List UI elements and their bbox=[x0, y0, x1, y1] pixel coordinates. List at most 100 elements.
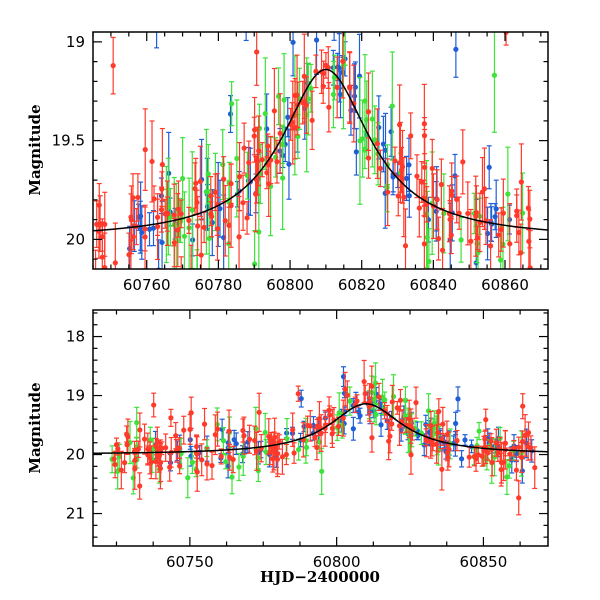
data-point-red bbox=[154, 439, 160, 445]
data-point-red bbox=[369, 435, 375, 441]
data-point-red bbox=[329, 431, 335, 437]
data-point-red bbox=[135, 194, 141, 201]
data-point-blue bbox=[298, 396, 304, 402]
data-point-green bbox=[280, 175, 286, 181]
x-tick-label: 60750 bbox=[166, 553, 214, 571]
ticks-top bbox=[92, 32, 548, 269]
data-point-red bbox=[175, 227, 181, 233]
data-point-green bbox=[189, 459, 195, 466]
data-point-blue bbox=[332, 6, 337, 11]
data-point-red bbox=[396, 423, 403, 429]
data-point-red bbox=[121, 460, 128, 466]
data-point-red bbox=[130, 195, 136, 201]
data-point-red bbox=[221, 176, 227, 182]
data-point-red bbox=[137, 483, 143, 489]
data-point-red bbox=[511, 445, 517, 451]
data-point-red bbox=[111, 456, 117, 462]
data-point-red bbox=[159, 161, 165, 168]
data-point-red bbox=[142, 147, 148, 153]
data-point-red bbox=[171, 212, 177, 218]
data-point-green bbox=[253, 426, 259, 432]
data-point-red bbox=[197, 178, 203, 185]
data-point-red bbox=[514, 213, 520, 219]
data-point-red bbox=[291, 450, 297, 456]
data-point-red bbox=[454, 438, 460, 444]
data-point-red bbox=[444, 432, 450, 438]
data-point-red bbox=[279, 454, 286, 460]
data-point-red bbox=[212, 189, 218, 195]
data-point-red bbox=[399, 175, 405, 182]
y-axis-title-bottom: Magnitude bbox=[26, 382, 44, 473]
data-point-red bbox=[290, 427, 296, 433]
data-point-red bbox=[246, 436, 253, 442]
data-point-red bbox=[265, 143, 271, 149]
data-point-red bbox=[228, 181, 234, 187]
data-point-red bbox=[481, 448, 487, 454]
data-point-red bbox=[374, 141, 381, 147]
data-point-red bbox=[309, 117, 315, 123]
data-point-red bbox=[402, 243, 409, 249]
data-point-red bbox=[254, 49, 260, 55]
x-axis-title-bottom: HJD−2400000 bbox=[260, 568, 380, 586]
data-point-blue bbox=[290, 39, 296, 45]
data-point-red bbox=[354, 398, 360, 404]
data-point-red bbox=[473, 210, 480, 216]
tick-labels-bottom: 60750 60800 60850 18 19 20 21 bbox=[66, 328, 507, 571]
data-point-red bbox=[93, 283, 98, 288]
data-point-red bbox=[498, 226, 504, 233]
data-point-red bbox=[518, 179, 524, 185]
data-point-red bbox=[326, 104, 332, 110]
data-point-red bbox=[187, 426, 193, 432]
data-point-green bbox=[189, 207, 195, 213]
data-point-red bbox=[365, 155, 372, 161]
x-tick-label: 60760 bbox=[123, 276, 171, 294]
data-point-red bbox=[327, 412, 333, 418]
data-point-red bbox=[124, 431, 130, 437]
data-point-red bbox=[406, 416, 412, 422]
data-point-blue bbox=[388, 129, 394, 135]
data-point-red bbox=[240, 427, 246, 434]
data-point-red bbox=[334, 84, 340, 91]
data-point-red bbox=[438, 181, 444, 188]
data-point-green bbox=[256, 229, 262, 235]
data-point-green bbox=[382, 397, 388, 403]
data-point-red bbox=[112, 260, 118, 266]
data-point-red bbox=[522, 432, 528, 439]
data-point-red bbox=[240, 200, 246, 206]
data-point-red bbox=[173, 433, 179, 439]
data-point-red bbox=[241, 433, 247, 439]
data-point-green bbox=[426, 258, 432, 265]
data-point-red bbox=[525, 205, 531, 211]
data-point-red bbox=[507, 241, 513, 247]
data-point-blue bbox=[159, 239, 165, 246]
data-point-red bbox=[294, 92, 300, 98]
data-point-red bbox=[270, 456, 276, 462]
data-point-green bbox=[347, 398, 353, 404]
data-point-red bbox=[193, 180, 199, 186]
data-point-red bbox=[246, 159, 252, 166]
data-point-blue bbox=[382, 147, 389, 153]
x-tick-label: 60860 bbox=[481, 276, 529, 294]
data-point-red bbox=[265, 162, 272, 168]
data-point-red bbox=[369, 383, 375, 389]
data-point-green bbox=[308, 85, 314, 91]
data-point-green bbox=[234, 155, 240, 162]
data-point-red bbox=[392, 158, 398, 164]
data-point-red bbox=[96, 202, 102, 208]
data-point-red bbox=[313, 68, 319, 74]
data-point-red bbox=[488, 243, 494, 249]
y-tick-label: 21 bbox=[66, 505, 85, 523]
data-point-red bbox=[227, 454, 233, 460]
data-point-red bbox=[259, 157, 265, 163]
data-point-blue bbox=[406, 162, 412, 168]
data-point-red bbox=[135, 446, 141, 452]
frame-top bbox=[92, 31, 549, 270]
data-point-blue bbox=[492, 214, 498, 220]
data-point-red bbox=[195, 223, 201, 229]
data-point-green bbox=[229, 101, 235, 107]
panel-top: 60760 60780 60800 60820 60840 60860 19 19.5 20 M… bbox=[26, 6, 549, 294]
data-point-green bbox=[497, 257, 504, 263]
data-point-red bbox=[307, 423, 313, 429]
data-point-red bbox=[151, 402, 157, 408]
